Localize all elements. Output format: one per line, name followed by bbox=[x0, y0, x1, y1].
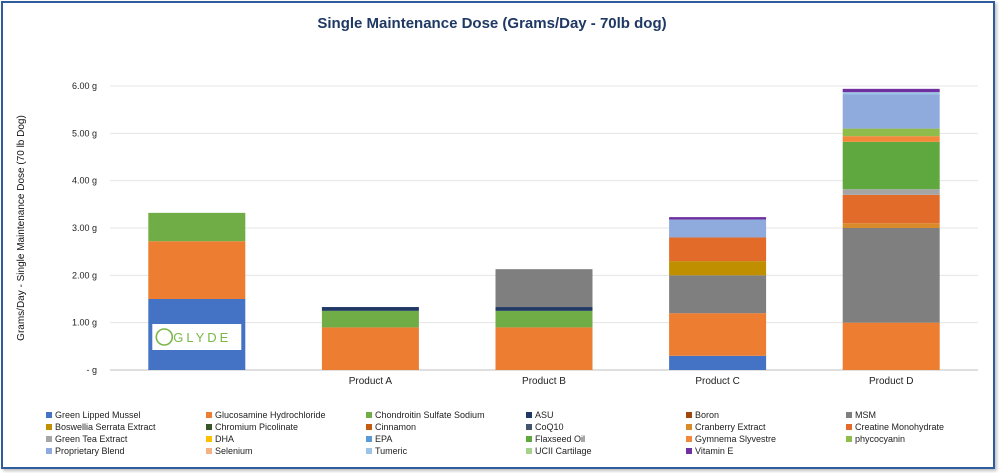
bar-segment bbox=[842, 228, 940, 323]
bar-segment bbox=[842, 128, 940, 137]
category-labels: Product A Product B Product C Product D bbox=[349, 376, 914, 387]
legend-swatch bbox=[366, 448, 372, 454]
legend-swatch bbox=[366, 412, 372, 418]
legend-swatch bbox=[686, 424, 692, 430]
legend-swatch bbox=[686, 412, 692, 418]
legend-entry: phycocyanin bbox=[855, 434, 905, 444]
legend-swatch bbox=[206, 424, 212, 430]
bar-segment bbox=[669, 219, 767, 238]
bar-segment bbox=[321, 310, 419, 328]
legend-entry: Gymnema Slyvestre bbox=[695, 434, 776, 444]
x-category-label: Product D bbox=[869, 376, 913, 387]
y-tick-label: 1.00 g bbox=[72, 318, 97, 328]
bar-segment bbox=[842, 223, 940, 228]
legend-entry: Selenium bbox=[215, 446, 253, 456]
y-axis-label: Grams/Day - Single Maintenance Dose (70 … bbox=[16, 115, 27, 341]
bar-segment bbox=[669, 313, 767, 356]
bar-segment bbox=[842, 88, 940, 93]
legend-swatch bbox=[846, 412, 852, 418]
legend-entry: Vitamin E bbox=[695, 446, 733, 456]
bar-segment bbox=[495, 310, 593, 328]
bar-segment bbox=[495, 327, 593, 370]
legend-entry: Proprietary Blend bbox=[55, 446, 125, 456]
legend-entry: DHA bbox=[215, 434, 234, 444]
legend-entry: Boron bbox=[695, 410, 719, 420]
legend-entry: Tumeric bbox=[375, 446, 408, 456]
bar-segment bbox=[495, 307, 593, 311]
bar-segment bbox=[321, 307, 419, 311]
legend-entry: Boswellia Serrata Extract bbox=[55, 422, 156, 432]
legend-swatch bbox=[526, 436, 532, 442]
x-category-label: Product C bbox=[695, 376, 739, 387]
bar-segment bbox=[148, 241, 246, 299]
y-tick-label: 4.00 g bbox=[72, 176, 97, 186]
legend-entry: MSM bbox=[855, 410, 876, 420]
legend: Green Lipped Mussel Glucosamine Hydrochlo… bbox=[46, 410, 944, 456]
legend-entry: CoQ10 bbox=[535, 422, 564, 432]
bar-segment bbox=[321, 327, 419, 370]
glyde-logo: GLYDE bbox=[152, 324, 242, 350]
bar-segment bbox=[148, 212, 246, 242]
bar-segment bbox=[842, 189, 940, 195]
gridlines bbox=[110, 85, 978, 371]
chart-title: Single Maintenance Dose (Grams/Day - 70l… bbox=[317, 15, 666, 32]
bar-segment bbox=[669, 237, 767, 262]
legend-entry: UCII Cartilage bbox=[535, 446, 592, 456]
bar-segment bbox=[842, 92, 940, 95]
legend-entry: Creatine Monohydrate bbox=[855, 422, 944, 432]
legend-swatch bbox=[526, 448, 532, 454]
bar-segment bbox=[669, 275, 767, 314]
legend-swatch bbox=[846, 436, 852, 442]
legend-swatch bbox=[526, 412, 532, 418]
legend-swatch bbox=[846, 424, 852, 430]
bar-segment bbox=[842, 141, 940, 190]
logo-ring-icon bbox=[155, 328, 174, 346]
legend-swatch bbox=[366, 436, 372, 442]
x-category-label: Product A bbox=[349, 376, 393, 387]
bars bbox=[148, 88, 940, 370]
bar-segment bbox=[669, 217, 767, 220]
bar-segment bbox=[842, 94, 940, 129]
bar-segment bbox=[842, 136, 940, 142]
legend-entry: Cranberry Extract bbox=[695, 422, 766, 432]
bar-segment bbox=[495, 269, 593, 308]
legend-swatch bbox=[46, 448, 52, 454]
legend-swatch bbox=[526, 424, 532, 430]
legend-entry: Glucosamine Hydrochloride bbox=[215, 410, 326, 420]
legend-swatch bbox=[686, 448, 692, 454]
legend-swatch bbox=[206, 412, 212, 418]
legend-swatch bbox=[686, 436, 692, 442]
legend-entry: Green Tea Extract bbox=[55, 434, 128, 444]
logo-background bbox=[152, 324, 242, 350]
logo-text: GLYDE bbox=[173, 330, 231, 345]
bar-segment bbox=[669, 261, 767, 276]
legend-entry: Chromium Picolinate bbox=[215, 422, 298, 432]
x-category-label: Product B bbox=[522, 376, 566, 387]
legend-entry: Cinnamon bbox=[375, 422, 416, 432]
legend-entry: EPA bbox=[375, 434, 392, 444]
y-tick-label: 3.00 g bbox=[72, 223, 97, 233]
legend-swatch bbox=[366, 424, 372, 430]
legend-swatch bbox=[46, 424, 52, 430]
bar-segment bbox=[842, 322, 940, 370]
legend-swatch bbox=[46, 412, 52, 418]
legend-entry: Green Lipped Mussel bbox=[55, 410, 141, 420]
legend-entry: ASU bbox=[535, 410, 554, 420]
bar-segment bbox=[669, 355, 767, 370]
legend-entry: Chondroitin Sulfate Sodium bbox=[375, 410, 485, 420]
legend-swatch bbox=[206, 448, 212, 454]
y-axis-ticks: - g 1.00 g 2.00 g 3.00 g 4.00 g 5.00 g 6.00 g bbox=[72, 81, 97, 375]
y-tick-label: - g bbox=[86, 365, 97, 375]
y-tick-label: 6.00 g bbox=[72, 81, 97, 91]
y-tick-label: 2.00 g bbox=[72, 270, 97, 280]
legend-entry: Flaxseed Oil bbox=[535, 434, 585, 444]
legend-swatch bbox=[46, 436, 52, 442]
legend-swatch bbox=[206, 436, 212, 442]
bar-segment bbox=[842, 194, 940, 224]
y-tick-label: 5.00 g bbox=[72, 128, 97, 138]
